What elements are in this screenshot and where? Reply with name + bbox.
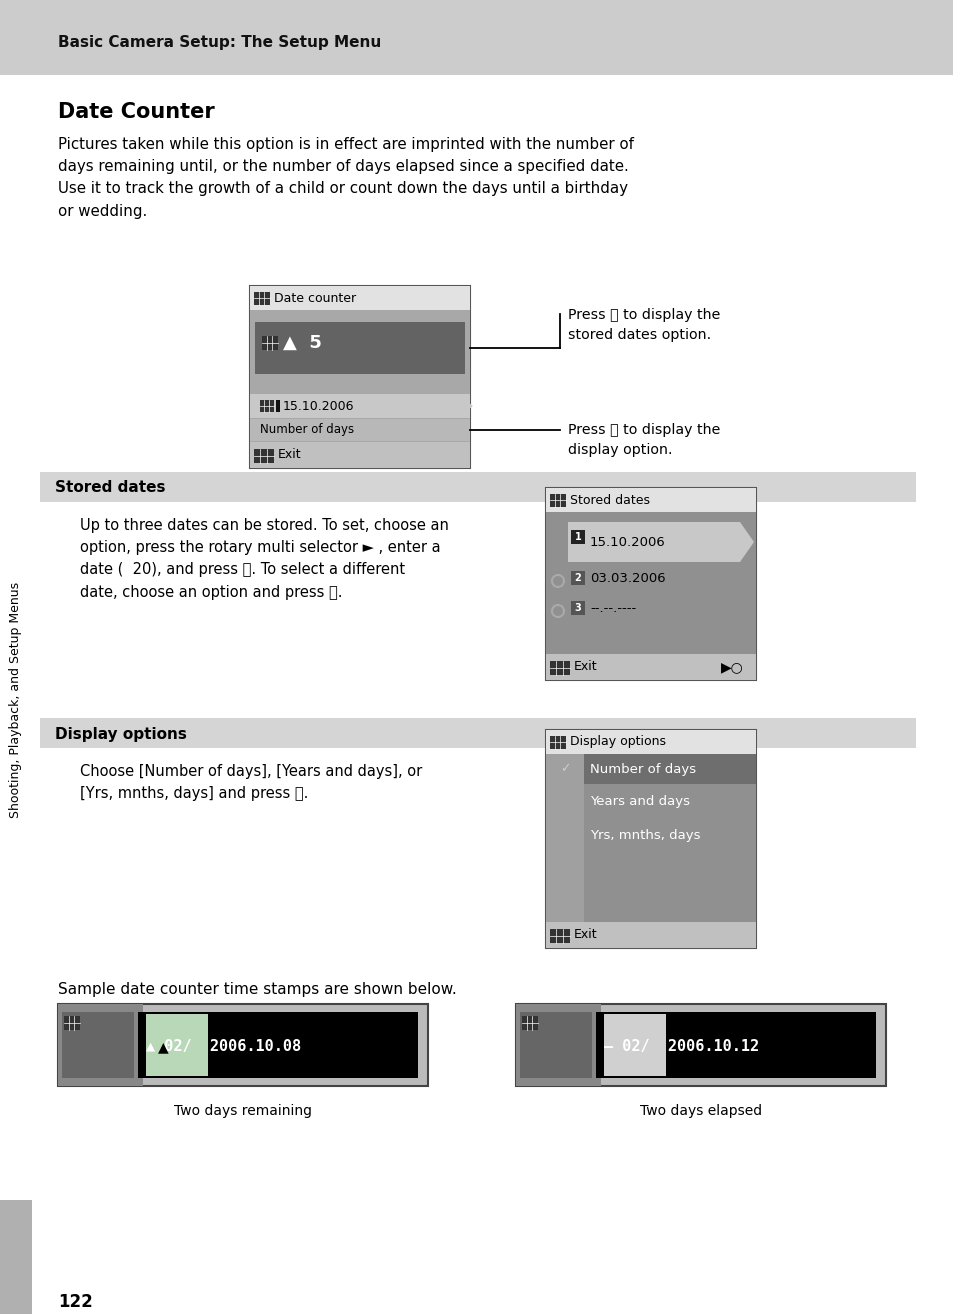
Text: Two days elapsed: Two days elapsed: [639, 1104, 761, 1118]
FancyArrow shape: [452, 399, 472, 413]
Bar: [550, 661, 569, 675]
Bar: [250, 419, 470, 442]
Text: Stored dates: Stored dates: [55, 481, 165, 495]
Polygon shape: [567, 522, 753, 562]
Bar: [146, 1014, 208, 1076]
Text: Exit: Exit: [277, 448, 301, 461]
Text: Date Counter: Date Counter: [58, 102, 214, 122]
Bar: [550, 494, 565, 507]
Bar: [583, 754, 755, 784]
Bar: [545, 487, 755, 681]
Text: Choose [Number of days], [Years and days], or
[Yrs, mnths, days] and press Ⓚ.: Choose [Number of days], [Years and days…: [80, 763, 422, 802]
Text: Years and days: Years and days: [589, 795, 689, 808]
Text: Exit: Exit: [574, 929, 597, 942]
Text: 15.10.2006: 15.10.2006: [283, 399, 355, 413]
Text: ▲  5: ▲ 5: [283, 334, 321, 352]
Text: Number of days: Number of days: [260, 423, 354, 436]
Text: Sample date counter time stamps are shown below.: Sample date counter time stamps are show…: [58, 982, 456, 997]
Bar: [545, 731, 755, 754]
Text: Up to three dates can be stored. To set, choose an
option, press the rotary mult: Up to three dates can be stored. To set,…: [80, 518, 449, 599]
Text: Press Ⓚ to display the
stored dates option.: Press Ⓚ to display the stored dates opti…: [567, 307, 720, 342]
Bar: [603, 1014, 665, 1076]
Text: 2: 2: [574, 573, 580, 583]
Text: ▲ 02/  2006.10.08: ▲ 02/ 2006.10.08: [146, 1039, 301, 1055]
Bar: [250, 394, 470, 418]
Bar: [545, 754, 755, 922]
Text: Basic Camera Setup: The Setup Menu: Basic Camera Setup: The Setup Menu: [58, 34, 381, 50]
Bar: [250, 310, 470, 442]
Bar: [545, 487, 755, 512]
Text: ▲: ▲: [158, 1039, 169, 1054]
Bar: [254, 322, 464, 374]
Text: 122: 122: [58, 1293, 92, 1311]
Text: Shooting, Playback, and Setup Menus: Shooting, Playback, and Setup Menus: [10, 582, 23, 819]
Bar: [64, 1016, 80, 1030]
Text: 15.10.2006: 15.10.2006: [589, 536, 665, 548]
Bar: [571, 572, 584, 585]
Bar: [250, 442, 470, 468]
Bar: [0, 0, 953, 75]
Bar: [516, 1004, 600, 1085]
Bar: [596, 1012, 875, 1077]
Bar: [516, 1004, 885, 1085]
Text: Exit: Exit: [574, 661, 597, 674]
Bar: [521, 1016, 537, 1030]
Bar: [0, 1200, 32, 1314]
Bar: [260, 399, 274, 413]
Bar: [550, 929, 569, 943]
Text: 03.03.2006: 03.03.2006: [589, 572, 665, 585]
Text: Display options: Display options: [55, 727, 187, 741]
Bar: [250, 286, 470, 468]
Circle shape: [555, 1028, 560, 1033]
Text: Stored dates: Stored dates: [569, 494, 649, 506]
Bar: [58, 1004, 428, 1085]
Bar: [250, 286, 470, 310]
Text: ▶○: ▶○: [720, 660, 743, 674]
Bar: [571, 600, 584, 615]
Text: – 02/  2006.10.12: – 02/ 2006.10.12: [603, 1039, 759, 1055]
Bar: [545, 731, 755, 947]
Bar: [62, 1012, 133, 1077]
Text: ✓: ✓: [559, 762, 570, 775]
Bar: [253, 292, 270, 305]
Bar: [275, 399, 280, 413]
Bar: [40, 472, 915, 502]
Bar: [262, 336, 277, 350]
Text: --.--.----: --.--.----: [589, 602, 636, 615]
Text: Number of days: Number of days: [589, 762, 696, 775]
Bar: [138, 1012, 417, 1077]
Text: Press Ⓚ to display the
display option.: Press Ⓚ to display the display option.: [567, 423, 720, 457]
Bar: [253, 449, 274, 463]
Bar: [571, 530, 584, 544]
Bar: [40, 717, 915, 748]
Text: Display options: Display options: [569, 736, 665, 749]
Text: Pictures taken while this option is in effect are imprinted with the number of
d: Pictures taken while this option is in e…: [58, 137, 634, 218]
Text: 1: 1: [574, 532, 580, 541]
Text: Date counter: Date counter: [274, 292, 355, 305]
Bar: [550, 736, 565, 749]
Text: Yrs, mnths, days: Yrs, mnths, days: [589, 829, 700, 842]
Bar: [545, 654, 755, 681]
Bar: [519, 1012, 592, 1077]
Bar: [58, 1004, 143, 1085]
Bar: [545, 512, 755, 654]
Bar: [545, 922, 755, 947]
Text: Two days remaining: Two days remaining: [173, 1104, 312, 1118]
Bar: [545, 754, 583, 922]
Text: 3: 3: [574, 603, 580, 614]
